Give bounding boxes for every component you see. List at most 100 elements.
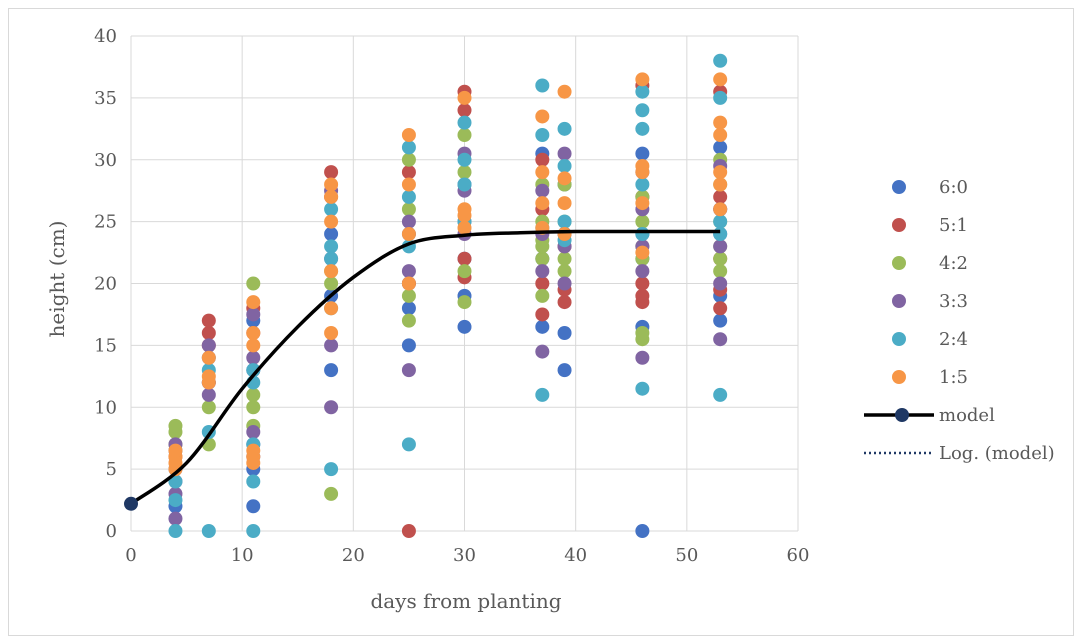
point-3-3 (713, 332, 728, 347)
point-1-5 (168, 443, 183, 458)
point-1-5 (713, 115, 728, 130)
point-1-5 (324, 301, 339, 316)
point-2-4 (457, 177, 472, 192)
point-2-4 (557, 214, 572, 229)
point-3-3 (401, 363, 416, 378)
legend-label: 5:1 (939, 215, 968, 236)
point-4-2 (324, 276, 339, 291)
point-2-4 (713, 53, 728, 68)
legend-label: 1:5 (939, 367, 968, 388)
point-5-1 (535, 307, 550, 322)
point-6-0 (401, 301, 416, 316)
point-1-5 (713, 165, 728, 180)
point-2-4 (246, 474, 261, 489)
point-4-2 (201, 400, 216, 415)
legend-label: 6:0 (939, 177, 968, 198)
point-5-1 (635, 276, 650, 291)
point-3-3 (401, 214, 416, 229)
point-2-4 (557, 158, 572, 173)
point-2-4 (324, 202, 339, 217)
point-6-0 (713, 140, 728, 155)
scatter-chart: 0 10 20 30 40 50 60 0 5 10 15 20 25 30 35 40 days from… (45, 26, 1055, 613)
legend-marker-4-2 (892, 256, 906, 270)
point-4-2 (535, 251, 550, 266)
point-4-2 (457, 295, 472, 310)
point-3-3 (557, 146, 572, 161)
point-4-2 (535, 288, 550, 303)
legend-label: Log. (model) (939, 443, 1055, 464)
point-4-2 (168, 418, 183, 433)
point-2-4 (168, 524, 183, 538)
point-6-0 (713, 313, 728, 328)
point-2-4 (635, 381, 650, 396)
legend-marker-5-1 (892, 218, 906, 232)
point-2-4 (401, 189, 416, 204)
x-tick-label: 60 (787, 545, 810, 566)
point-6-0 (246, 499, 261, 514)
y-tick-label: 35 (94, 88, 117, 109)
point-4-2 (401, 288, 416, 303)
point-1-5 (535, 196, 550, 211)
point-6-0 (635, 524, 650, 538)
point-4-2 (246, 387, 261, 402)
point-3-3 (635, 350, 650, 365)
point-1-5 (713, 177, 728, 192)
point-5-1 (457, 251, 472, 266)
x-tick-label: 20 (342, 545, 365, 566)
point-1-5 (557, 227, 572, 241)
x-axis-title: days from planting (370, 589, 561, 613)
legend-label: 2:4 (939, 329, 968, 350)
y-tick-label: 30 (94, 150, 117, 171)
y-tick-label: 5 (106, 459, 117, 480)
point-2-4 (535, 387, 550, 402)
legend: 6:0 5:1 4:2 3:3 2:4 1:5 model Log. (model) (864, 177, 1055, 464)
point-5-1 (535, 152, 550, 167)
y-tick-label: 15 (94, 335, 117, 356)
point-1-5 (246, 338, 261, 353)
point-3-3 (535, 183, 550, 198)
point-2-4 (713, 227, 728, 241)
x-tick-label: 30 (453, 545, 476, 566)
legend-label: model (939, 405, 995, 426)
point-4-2 (457, 165, 472, 180)
y-tick-label: 40 (94, 26, 117, 47)
point-4-2 (635, 214, 650, 229)
point-1-5 (535, 109, 550, 124)
point-5-1 (401, 524, 416, 538)
point-4-2 (324, 486, 339, 501)
point-6-0 (324, 363, 339, 378)
point-6-0 (324, 227, 339, 241)
point-4-2 (457, 264, 472, 279)
point-2-4 (557, 121, 572, 136)
point-6-0 (557, 363, 572, 378)
point-5-1 (713, 301, 728, 316)
point-3-3 (246, 425, 261, 439)
point-4-2 (557, 264, 572, 279)
y-tick-label: 25 (94, 212, 117, 233)
point-3-3 (168, 511, 183, 526)
point-4-2 (246, 276, 261, 291)
point-3-3 (246, 307, 261, 322)
point-3-3 (401, 264, 416, 279)
data-points (168, 53, 728, 538)
point-1-5 (401, 276, 416, 291)
point-6-0 (557, 326, 572, 340)
legend-label: 4:2 (939, 253, 968, 274)
point-5-1 (324, 165, 339, 180)
point-3-3 (535, 264, 550, 279)
point-3-3 (324, 338, 339, 353)
point-1-5 (246, 326, 261, 340)
point-2-4 (324, 239, 339, 254)
point-1-5 (635, 245, 650, 260)
chart-area: 0 10 20 30 40 50 60 0 5 10 15 20 25 30 35 40 days from… (8, 8, 1074, 636)
point-3-3 (713, 276, 728, 291)
point-1-5 (557, 171, 572, 186)
point-2-4 (713, 387, 728, 402)
point-1-5 (246, 443, 261, 458)
point-3-3 (713, 239, 728, 254)
model-series (124, 229, 721, 511)
point-2-4 (457, 115, 472, 130)
point-2-4 (457, 152, 472, 167)
point-1-5 (557, 196, 572, 211)
x-tick-label: 50 (675, 545, 698, 566)
